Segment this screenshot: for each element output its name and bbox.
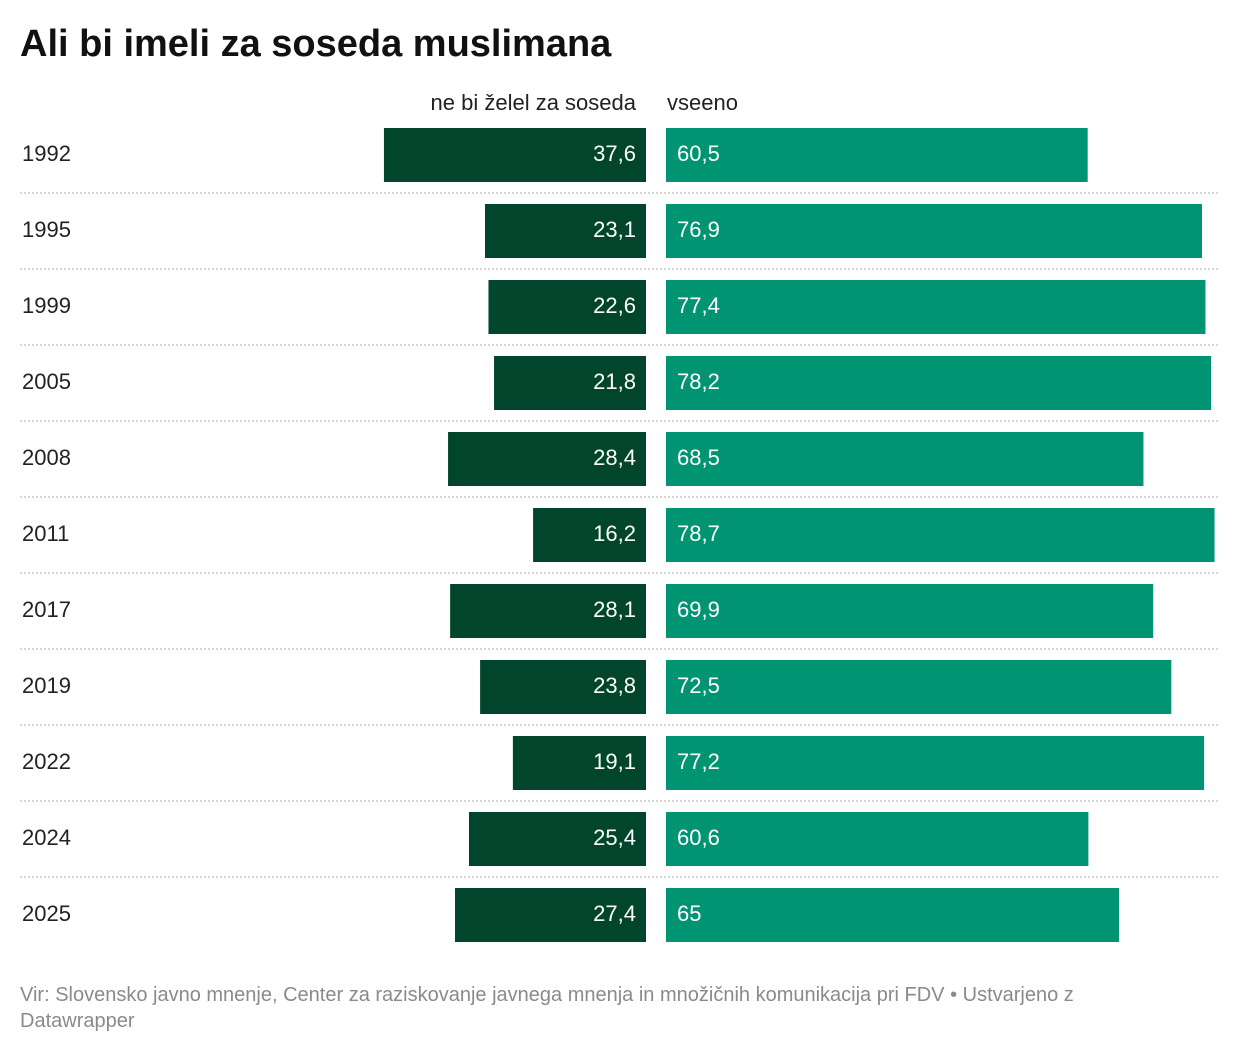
bar <box>666 812 1089 866</box>
legend-label: vseeno <box>667 90 738 115</box>
category-label: 2022 <box>22 749 71 774</box>
bar <box>448 432 646 486</box>
bar <box>450 584 646 638</box>
bar <box>494 356 646 410</box>
value-label: 27,4 <box>593 901 636 926</box>
value-label: 37,6 <box>593 141 636 166</box>
value-label: 60,6 <box>677 825 720 850</box>
bar <box>666 888 1120 942</box>
bar <box>666 508 1215 562</box>
category-label: 2025 <box>22 901 71 926</box>
value-label: 68,5 <box>677 445 720 470</box>
category-label: 2011 <box>22 521 69 546</box>
bar <box>666 356 1212 410</box>
value-label: 76,9 <box>677 217 720 242</box>
bar <box>666 584 1154 638</box>
value-label: 23,8 <box>593 673 636 698</box>
value-label: 72,5 <box>677 673 720 698</box>
value-label: 22,6 <box>593 293 636 318</box>
value-label: 16,2 <box>593 521 636 546</box>
bar <box>666 660 1172 714</box>
value-label: 23,1 <box>593 217 636 242</box>
value-label: 78,7 <box>677 521 720 546</box>
bar <box>512 736 646 790</box>
category-label: 2008 <box>22 445 71 470</box>
value-label: 25,4 <box>593 825 636 850</box>
category-label: 1995 <box>22 217 71 242</box>
category-label: 1999 <box>22 293 71 318</box>
value-label: 28,1 <box>593 597 636 622</box>
category-label: 2019 <box>22 673 71 698</box>
legend-label: ne bi želel za soseda <box>431 90 637 115</box>
chart-title: Ali bi imeli za soseda muslimana <box>20 23 612 65</box>
value-label: 78,2 <box>677 369 720 394</box>
value-label: 28,4 <box>593 445 636 470</box>
category-label: 2024 <box>22 825 71 850</box>
bar <box>480 660 646 714</box>
category-label: 1992 <box>22 141 71 166</box>
bar <box>488 280 646 334</box>
value-label: 69,9 <box>677 597 720 622</box>
bar <box>666 280 1206 334</box>
value-label: 65 <box>677 901 701 926</box>
category-label: 2005 <box>22 369 71 394</box>
bar <box>666 204 1202 258</box>
value-label: 21,8 <box>593 369 636 394</box>
bar <box>468 812 646 866</box>
bar <box>455 888 646 942</box>
bar <box>666 736 1205 790</box>
value-label: 60,5 <box>677 141 720 166</box>
bar <box>666 432 1144 486</box>
bar <box>533 508 646 562</box>
bar <box>383 128 646 182</box>
bar <box>666 128 1088 182</box>
value-label: 19,1 <box>593 749 636 774</box>
value-label: 77,2 <box>677 749 720 774</box>
value-label: 77,4 <box>677 293 720 318</box>
category-label: 2017 <box>22 597 71 622</box>
source-note: Vir: Slovensko javno mnenje, Center za r… <box>20 984 1074 1032</box>
bar <box>484 204 646 258</box>
